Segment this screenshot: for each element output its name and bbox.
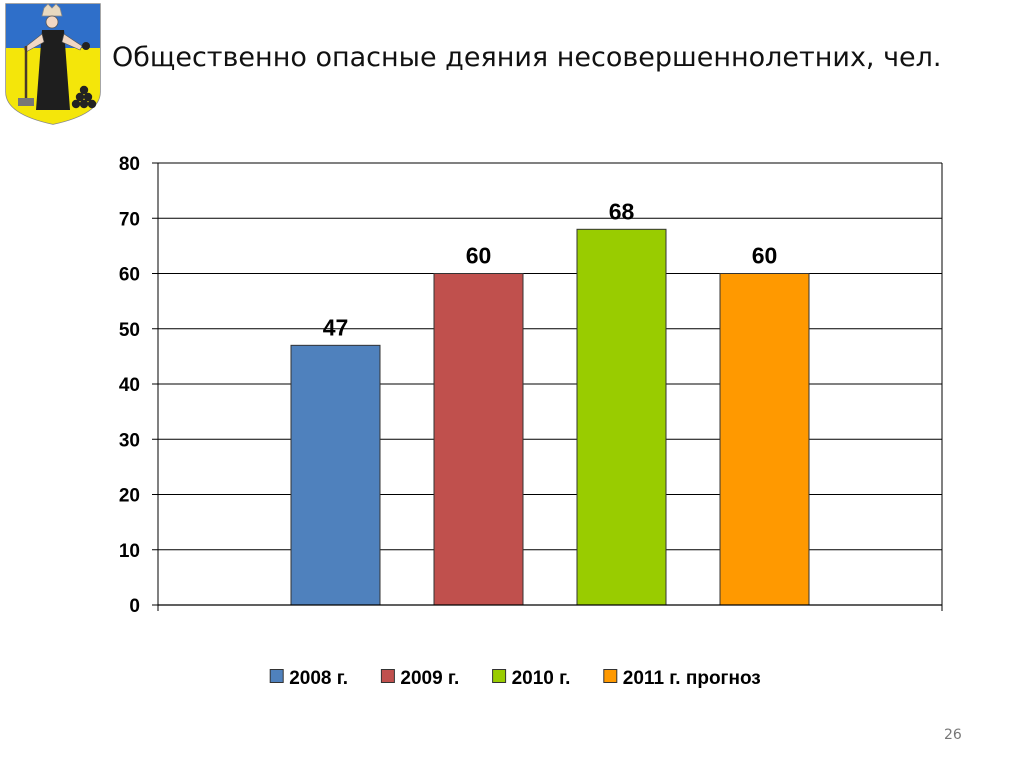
chart-legend: 2008 г. 2009 г. 2010 г. 2011 г. прогноз [269,668,761,689]
data-label: 68 [609,198,635,224]
data-label: 47 [323,314,349,340]
data-labels: 47 60 68 60 [323,198,778,340]
data-label: 60 [466,243,492,269]
legend-swatch [380,669,395,683]
slide-title: Общественно опасные деяния несовершеннол… [112,42,942,73]
chart-bars [290,228,810,606]
y-tick-label: 50 [119,320,140,341]
legend-swatch [603,669,618,683]
bar [433,273,524,606]
legend-label: 2011 г. прогноз [623,668,761,689]
y-tick-label: 20 [119,486,140,507]
legend-label: 2008 г. [289,668,348,689]
y-tick-label: 40 [119,375,140,396]
legend-label: 2010 г. [512,668,571,689]
y-tick-label: 80 [119,154,140,175]
legend-label: 2009 г. [400,668,459,689]
y-axis-ticks: 0 10 20 30 40 50 60 70 80 [119,154,158,617]
y-tick-label: 10 [119,541,140,562]
bar [290,344,381,606]
legend-swatch [492,669,507,683]
page-number: 26 [944,727,962,743]
legend-swatch [269,669,284,683]
y-tick-label: 60 [119,265,140,286]
chart-gridlines [158,162,942,606]
y-tick-label: 30 [119,430,140,451]
bar [719,273,810,606]
bar [576,228,667,606]
data-label: 60 [752,243,778,269]
chart-axes [157,163,943,611]
coat-of-arms-emblem [5,3,101,125]
y-tick-label: 0 [129,596,140,617]
y-tick-label: 70 [119,209,140,230]
